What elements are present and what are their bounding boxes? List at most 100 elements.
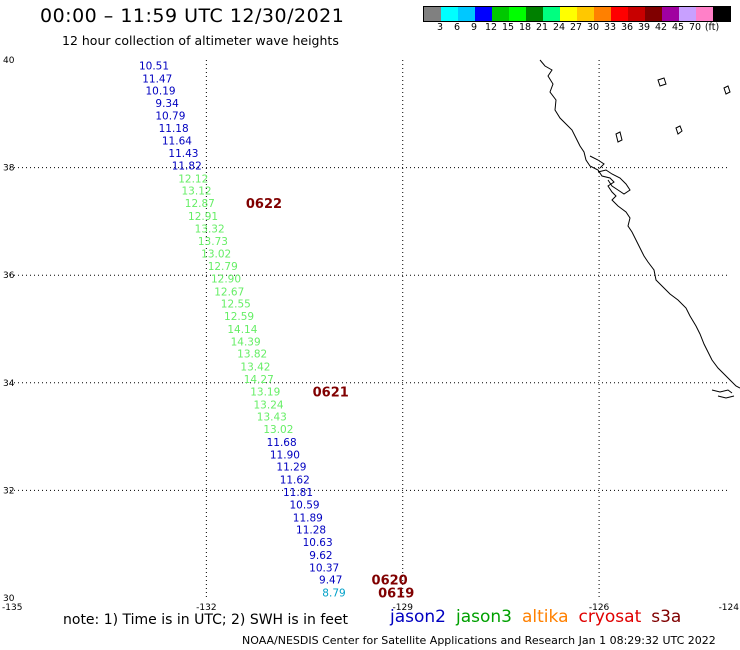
color-scale-label: 3 bbox=[436, 22, 444, 33]
swh-value: 12.90 bbox=[211, 273, 241, 285]
lat-tick-label: 36 bbox=[3, 271, 15, 281]
color-scale-cell bbox=[679, 7, 696, 21]
lake-shape-1 bbox=[657, 77, 667, 87]
lat-tick-label: 34 bbox=[3, 379, 15, 389]
swh-value: 11.68 bbox=[267, 437, 297, 449]
swh-value: 12.79 bbox=[208, 261, 238, 273]
inner-bay-outline bbox=[589, 155, 605, 169]
lon-tick-label: -126 bbox=[589, 603, 610, 613]
color-scale-cell bbox=[560, 7, 577, 21]
swh-value: 11.62 bbox=[280, 475, 310, 487]
color-scale-label: 30 bbox=[586, 22, 600, 33]
color-scale-cell bbox=[424, 7, 441, 21]
swh-value: 13.02 bbox=[201, 249, 231, 261]
swh-value: 12.55 bbox=[221, 299, 251, 311]
pass-id-label: 0619 bbox=[378, 587, 414, 602]
swh-value: 11.28 bbox=[296, 525, 326, 537]
swh-value: 11.29 bbox=[276, 462, 306, 474]
units-note: note: 1) Time is in UTC; 2) SWH is in fe… bbox=[63, 612, 349, 628]
swh-value: 10.59 bbox=[290, 499, 320, 511]
swh-value: 10.37 bbox=[309, 562, 339, 574]
map-title: 00:00 – 11:59 UTC 12/30/2021 bbox=[40, 5, 345, 27]
swh-value: 11.89 bbox=[293, 512, 323, 524]
color-scale-label: 15 bbox=[501, 22, 515, 33]
satellite-legend: jason2 jason3 altika cryosat s3a bbox=[390, 607, 691, 627]
color-scale-label: 39 bbox=[637, 22, 651, 33]
swh-value: 11.81 bbox=[283, 487, 313, 499]
lon-tick-label: -124 bbox=[719, 603, 740, 613]
swh-value: 12.91 bbox=[188, 211, 218, 223]
color-scale-label: 42 bbox=[654, 22, 668, 33]
swh-value: 9.34 bbox=[155, 98, 179, 110]
color-scale-label: 9 bbox=[470, 22, 478, 33]
color-scale-label: 70 bbox=[688, 22, 702, 33]
swh-value: 13.42 bbox=[240, 362, 270, 374]
california-coastline bbox=[539, 59, 740, 389]
legend-item-jason3: jason3 bbox=[456, 607, 512, 627]
swh-value: 14.39 bbox=[231, 336, 261, 348]
color-scale-label: (ft) bbox=[704, 22, 720, 33]
swh-value: 11.43 bbox=[168, 148, 198, 160]
color-scale-bar bbox=[423, 6, 731, 22]
color-scale-label: 36 bbox=[620, 22, 634, 33]
color-scale-cell bbox=[577, 7, 594, 21]
color-scale-cell bbox=[594, 7, 611, 21]
lat-tick-label: 38 bbox=[3, 164, 15, 174]
swh-value: 13.24 bbox=[254, 399, 284, 411]
color-scale-cell bbox=[543, 7, 560, 21]
legend-item-altika: altika bbox=[522, 607, 569, 627]
swh-value: 13.43 bbox=[257, 412, 287, 424]
swh-value: 14.27 bbox=[244, 374, 274, 386]
coastline bbox=[539, 59, 740, 399]
color-scale-label: 12 bbox=[484, 22, 498, 33]
swh-value: 13.19 bbox=[250, 386, 280, 398]
swh-value: 13.32 bbox=[195, 223, 225, 235]
swh-value: 13.73 bbox=[198, 236, 228, 248]
swh-value: 10.63 bbox=[303, 537, 333, 549]
color-scale-label: 27 bbox=[569, 22, 583, 33]
credit-footer: NOAA/NESDIS Center for Satellite Applica… bbox=[242, 634, 716, 647]
map-subtitle: 12 hour collection of altimeter wave hei… bbox=[62, 33, 339, 48]
swh-value: 10.51 bbox=[139, 60, 169, 72]
swh-value: 9.62 bbox=[309, 550, 332, 562]
color-scale-label: 18 bbox=[518, 22, 532, 33]
color-scale-cell bbox=[526, 7, 543, 21]
swh-observations: 10.5111.4710.199.3410.7911.1811.6411.431… bbox=[139, 60, 346, 599]
color-scale-label: 6 bbox=[453, 22, 461, 33]
color-scale-cell bbox=[696, 7, 713, 21]
legend-item-jason2: jason2 bbox=[390, 607, 446, 627]
color-scale-cell bbox=[441, 7, 458, 21]
lon-tick-label: -129 bbox=[393, 603, 414, 613]
grid-lines bbox=[10, 60, 730, 598]
channel-island-2 bbox=[717, 395, 735, 399]
lake-shape-3 bbox=[615, 131, 623, 143]
swh-value: 11.47 bbox=[142, 73, 172, 85]
swh-value: 11.64 bbox=[162, 136, 192, 148]
color-scale-cell bbox=[645, 7, 662, 21]
lat-tick-label: 32 bbox=[3, 486, 14, 496]
swh-value: 13.02 bbox=[263, 424, 293, 436]
swh-value: 8.79 bbox=[322, 588, 345, 600]
channel-island-1 bbox=[711, 389, 733, 394]
swh-value: 12.59 bbox=[224, 311, 254, 323]
swh-value: 11.18 bbox=[159, 123, 189, 135]
color-scale-label: 45 bbox=[671, 22, 685, 33]
lake-tahoe-shape bbox=[675, 125, 683, 135]
pass-id-label: 0621 bbox=[313, 385, 349, 400]
swh-value: 12.67 bbox=[214, 286, 244, 298]
lat-tick-label: 40 bbox=[3, 56, 15, 66]
swh-value: 12.87 bbox=[185, 198, 215, 210]
color-scale-label: 21 bbox=[535, 22, 549, 33]
swh-value: 14.14 bbox=[227, 324, 257, 336]
swh-value: 12.12 bbox=[178, 173, 208, 185]
pass-id-label: 0622 bbox=[246, 197, 282, 212]
swh-value: 10.79 bbox=[155, 110, 185, 122]
color-scale-cell bbox=[662, 7, 679, 21]
color-scale-label: 24 bbox=[552, 22, 566, 33]
legend-item-cryosat: cryosat bbox=[578, 607, 642, 627]
color-scale-label: 33 bbox=[603, 22, 617, 33]
sf-bay-outline bbox=[597, 169, 631, 195]
lon-tick-label: -135 bbox=[2, 603, 22, 613]
